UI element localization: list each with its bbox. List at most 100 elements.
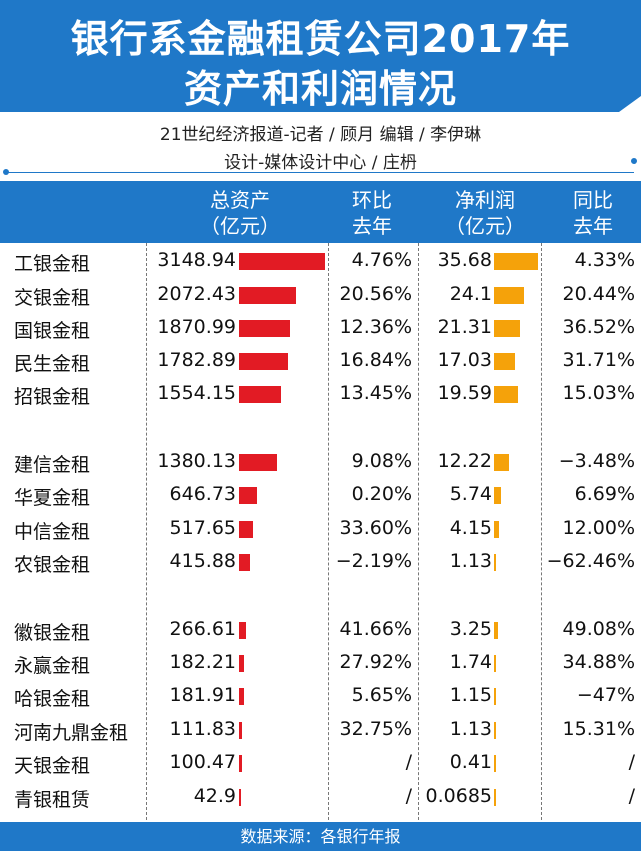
assets-bar: [239, 487, 257, 504]
profit-value: 1.74: [449, 651, 492, 673]
column-divider-2: [328, 243, 329, 820]
page-title-line2: 资产和利润情况: [183, 67, 457, 111]
company-name: 农银金租: [14, 554, 91, 576]
col-header-assets-change-sub: 去年: [352, 214, 392, 238]
profit-value: 35.68: [437, 249, 492, 271]
assets-bar: [239, 622, 247, 639]
assets-change-value: −2.19%: [335, 550, 412, 572]
assets-value: 1870.99: [157, 316, 236, 338]
profit-value: 19.59: [437, 382, 492, 404]
profit-change-value: /: [628, 751, 635, 773]
profit-change-value: 15.31%: [562, 718, 635, 740]
col-header-assets-change-label: 环比: [352, 188, 392, 212]
assets-change-value: 0.20%: [351, 483, 412, 505]
assets-change-value: 4.76%: [351, 249, 412, 271]
assets-value: 1380.13: [157, 450, 236, 472]
profit-change-value: 15.03%: [562, 382, 635, 404]
company-name: 招银金租: [14, 386, 91, 408]
col-header-profit-change-label: 同比: [573, 188, 613, 212]
company-name: 交银金租: [14, 287, 91, 309]
profit-value: 24.1: [449, 283, 492, 305]
profit-bar: [494, 320, 521, 337]
profit-change-value: /: [628, 785, 635, 807]
title-corner-notch: [619, 96, 641, 112]
profit-bar: [494, 688, 496, 705]
company-name: 工银金租: [14, 253, 91, 275]
assets-bar: [239, 688, 244, 705]
col-header-profit: 净利润 （亿元）: [430, 187, 540, 239]
profit-change-value: −62.46%: [546, 550, 635, 572]
assets-value: 181.91: [169, 684, 236, 706]
assets-bar: [239, 253, 325, 270]
title-banner: 银行系金融租赁公司2017年 资产和利润情况: [0, 0, 641, 112]
profit-value: 0.41: [449, 751, 492, 773]
assets-value: 111.83: [169, 718, 236, 740]
company-name: 永赢金租: [14, 655, 91, 677]
profit-value: 17.03: [437, 349, 492, 371]
profit-change-value: 49.08%: [562, 618, 635, 640]
assets-change-value: 20.56%: [339, 283, 412, 305]
assets-value: 100.47: [169, 751, 236, 773]
profit-bar: [494, 789, 496, 806]
profit-value: 3.25: [449, 618, 492, 640]
credit-reporter-editor: 21世纪经济报道-记者 / 顾月 编辑 / 李伊琳: [159, 125, 482, 145]
assets-bar: [239, 386, 282, 403]
profit-value: 1.13: [449, 718, 492, 740]
profit-change-value: 34.88%: [562, 651, 635, 673]
profit-bar: [494, 755, 496, 772]
assets-change-value: 9.08%: [351, 450, 412, 472]
company-name: 哈银金租: [14, 688, 91, 710]
company-name: 华夏金租: [14, 487, 91, 509]
profit-bar: [494, 622, 498, 639]
assets-bar: [239, 521, 254, 538]
col-header-profit-change-sub: 去年: [573, 214, 613, 238]
profit-bar: [494, 386, 519, 403]
profit-change-value: 4.33%: [574, 249, 635, 271]
profit-value: 1.13: [449, 550, 492, 572]
assets-value: 1782.89: [157, 349, 236, 371]
assets-change-value: 12.36%: [339, 316, 412, 338]
profit-value: 21.31: [437, 316, 492, 338]
assets-change-value: 41.66%: [339, 618, 412, 640]
col-header-assets: 总资产 （亿元）: [190, 187, 290, 239]
col-header-profit-label: 净利润: [455, 188, 515, 212]
page-title-line1: 银行系金融租赁公司2017年: [70, 17, 571, 61]
assets-value: 42.9: [193, 785, 236, 807]
column-divider-4: [541, 243, 542, 820]
profit-change-value: 20.44%: [562, 283, 635, 305]
profit-change-value: 6.69%: [574, 483, 635, 505]
col-header-profit-change: 同比 去年: [545, 187, 641, 239]
profit-value: 5.74: [449, 483, 492, 505]
assets-value: 182.21: [169, 651, 236, 673]
profit-bar: [494, 454, 510, 471]
assets-bar: [239, 353, 288, 370]
profit-value: 12.22: [437, 450, 492, 472]
profit-value: 4.15: [449, 517, 492, 539]
profit-bar: [494, 655, 497, 672]
assets-change-value: 5.65%: [351, 684, 412, 706]
column-divider-3: [418, 243, 419, 820]
company-name: 天银金租: [14, 755, 91, 777]
assets-change-value: 32.75%: [339, 718, 412, 740]
assets-change-value: 16.84%: [339, 349, 412, 371]
assets-change-value: /: [405, 785, 412, 807]
assets-bar: [239, 722, 243, 739]
column-divider-1: [146, 243, 147, 820]
profit-bar: [494, 253, 538, 270]
profit-bar: [494, 287, 524, 304]
assets-bar: [239, 287, 296, 304]
company-name: 徽银金租: [14, 622, 91, 644]
assets-value: 415.88: [169, 550, 236, 572]
company-name: 建信金租: [14, 454, 91, 476]
profit-change-value: 31.71%: [562, 349, 635, 371]
col-header-assets-label: 总资产: [210, 188, 270, 212]
assets-value: 517.65: [169, 517, 236, 539]
company-name: 河南九鼎金租: [14, 722, 129, 744]
assets-value: 3148.94: [157, 249, 236, 271]
profit-bar: [494, 487, 502, 504]
divider-dot-right: [631, 158, 637, 164]
company-name: 民生金租: [14, 353, 91, 375]
assets-value: 1554.15: [157, 382, 236, 404]
assets-change-value: 33.60%: [339, 517, 412, 539]
assets-bar: [239, 789, 241, 806]
